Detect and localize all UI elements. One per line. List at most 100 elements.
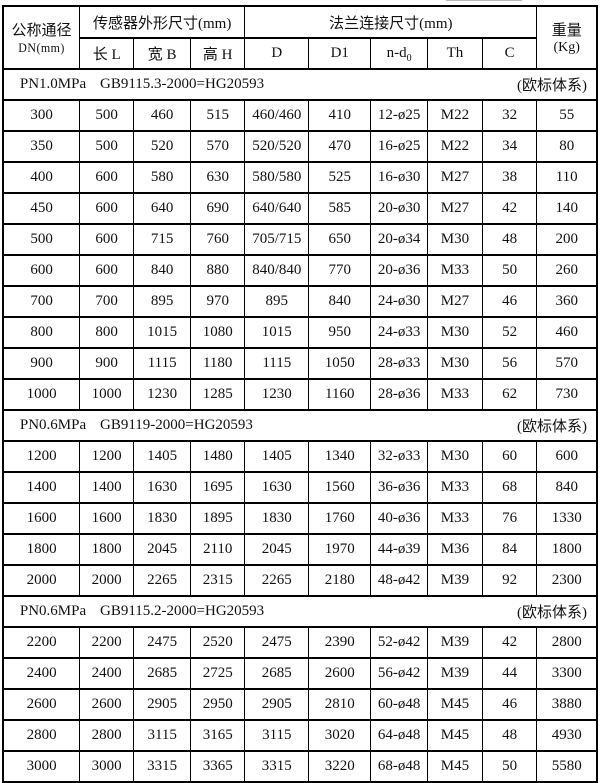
- table-body: PN1.0MPa GB9115.3-2000=HG20593 (欧标体系) 300 50…: [2, 68, 598, 783]
- section-header-content: PN1.0MPa GB9115.3-2000=HG20593 (欧标体系): [4, 74, 596, 95]
- cell-height-h: 3165: [190, 719, 246, 752]
- cell-d: 3115: [244, 719, 310, 752]
- cell-th: M45: [427, 719, 483, 752]
- cell-length-l: 2000: [79, 564, 135, 597]
- cell-th: M22: [427, 130, 483, 163]
- cell-c: 84: [481, 533, 538, 566]
- cell-d1: 1160: [308, 378, 372, 411]
- data-row-dn-900: 900 900 1115 1180 1115 1050 28-ø33 M30 56 570: [2, 347, 598, 380]
- header-n-d0: n-d0: [370, 37, 429, 70]
- cell-dn: 350: [2, 130, 81, 163]
- cell-th: M39: [427, 657, 483, 690]
- cell-length-l: 900: [79, 347, 135, 380]
- cell-dn: 700: [2, 285, 81, 318]
- cell-c: 42: [481, 626, 538, 659]
- cell-d1: 2600: [308, 657, 372, 690]
- cell-length-l: 1800: [79, 533, 135, 566]
- cell-length-l: 600: [79, 192, 135, 225]
- cell-length-l: 1000: [79, 378, 135, 411]
- cell-d1: 1970: [308, 533, 372, 566]
- cell-width-b: 715: [133, 223, 192, 256]
- cell-d: 2265: [244, 564, 310, 597]
- cell-length-l: 600: [79, 161, 135, 194]
- cell-weight: 840: [536, 471, 598, 504]
- header-weight-unit: (Kg): [553, 40, 580, 55]
- cell-weight: 570: [536, 347, 598, 380]
- cell-dn: 2400: [2, 657, 81, 690]
- cell-n-d0: 36-ø36: [370, 471, 429, 504]
- crop-artifact-line: [446, 0, 522, 1]
- cell-length-l: 800: [79, 316, 135, 349]
- data-row-dn-300: 300 500 460 515 460/460 410 12-ø25 M22 32 55: [2, 99, 598, 132]
- cell-d: 640/640: [244, 192, 310, 225]
- cell-d: 1015: [244, 316, 310, 349]
- cell-dn: 300: [2, 99, 81, 132]
- cell-dn: 450: [2, 192, 81, 225]
- header-row-groups: 公称通径 DN(mm) 传感器外形尺寸(mm) 法兰连接尺寸(mm) 重量 (K…: [2, 5, 598, 70]
- header-height-h: 高 H: [190, 37, 246, 70]
- cell-width-b: 460: [133, 99, 192, 132]
- section-header-cell: PN1.0MPa GB9115.3-2000=HG20593 (欧标体系): [2, 68, 598, 101]
- cell-height-h: 1285: [190, 378, 246, 411]
- cell-length-l: 1600: [79, 502, 135, 535]
- data-row-dn-500: 500 600 715 760 705/715 650 20-ø34 M30 48 200: [2, 223, 598, 256]
- cell-height-h: 760: [190, 223, 246, 256]
- cell-c: 68: [481, 471, 538, 504]
- section-pressure-rating: PN0.6MPa: [19, 603, 87, 619]
- cell-d1: 770: [308, 254, 372, 287]
- cell-d1: 525: [308, 161, 372, 194]
- cell-height-h: 2315: [190, 564, 246, 597]
- cell-width-b: 3115: [133, 719, 192, 752]
- cell-width-b: 2475: [133, 626, 192, 659]
- section-standard-system: (欧标体系): [517, 78, 587, 94]
- cell-width-b: 520: [133, 130, 192, 163]
- header-length-l: 长 L: [79, 37, 135, 70]
- cell-dn: 400: [2, 161, 81, 194]
- section-header-content: PN0.6MPa GB9119-2000=HG20593 (欧标体系): [4, 415, 596, 436]
- cell-dn: 600: [2, 254, 81, 287]
- cell-th: M27: [427, 192, 483, 225]
- cell-n-d0: 52-ø42: [370, 626, 429, 659]
- cell-dn: 2200: [2, 626, 81, 659]
- cell-weight: 600: [536, 440, 598, 473]
- data-row-dn-1200: 1200 1200 1405 1480 1405 1340 32-ø33 M30 60 600: [2, 440, 598, 473]
- cell-d: 1115: [244, 347, 310, 380]
- cell-length-l: 2200: [79, 626, 135, 659]
- cell-height-h: 2950: [190, 688, 246, 721]
- cell-length-l: 2600: [79, 688, 135, 721]
- cell-dn: 2000: [2, 564, 81, 597]
- cell-c: 32: [481, 99, 538, 132]
- cell-th: M30: [427, 223, 483, 256]
- data-row-dn-1800: 1800 1800 2045 2110 2045 1970 44-ø39 M36 84 1800: [2, 533, 598, 566]
- cell-c: 38: [481, 161, 538, 194]
- cell-n-d0: 40-ø36: [370, 502, 429, 535]
- header-nominal-diameter-unit: DN(mm): [18, 40, 65, 55]
- cell-dn: 800: [2, 316, 81, 349]
- cell-th: M22: [427, 99, 483, 132]
- cell-n-d0: 20-ø30: [370, 192, 429, 225]
- cell-weight: 1330: [536, 502, 598, 535]
- cell-height-h: 1180: [190, 347, 246, 380]
- cell-height-h: 970: [190, 285, 246, 318]
- cell-d1: 585: [308, 192, 372, 225]
- cell-width-b: 2685: [133, 657, 192, 690]
- cell-d1: 3020: [308, 719, 372, 752]
- cell-d: 2475: [244, 626, 310, 659]
- cell-d: 1230: [244, 378, 310, 411]
- header-nominal-diameter: 公称通径 DN(mm): [2, 5, 81, 70]
- data-row-dn-2000: 2000 2000 2265 2315 2265 2180 48-ø42 M39 92 2300: [2, 564, 598, 597]
- header-th: Th: [427, 37, 483, 70]
- cell-c: 52: [481, 316, 538, 349]
- cell-dn: 2600: [2, 688, 81, 721]
- cell-weight: 1800: [536, 533, 598, 566]
- data-row-dn-450: 450 600 640 690 640/640 585 20-ø30 M27 42 140: [2, 192, 598, 225]
- section-pressure-rating: PN0.6MPa: [19, 417, 87, 433]
- header-d: D: [244, 37, 310, 70]
- cell-d: 1405: [244, 440, 310, 473]
- cell-d: 2685: [244, 657, 310, 690]
- cell-width-b: 640: [133, 192, 192, 225]
- cell-c: 62: [481, 378, 538, 411]
- cell-weight: 140: [536, 192, 598, 225]
- cell-width-b: 1015: [133, 316, 192, 349]
